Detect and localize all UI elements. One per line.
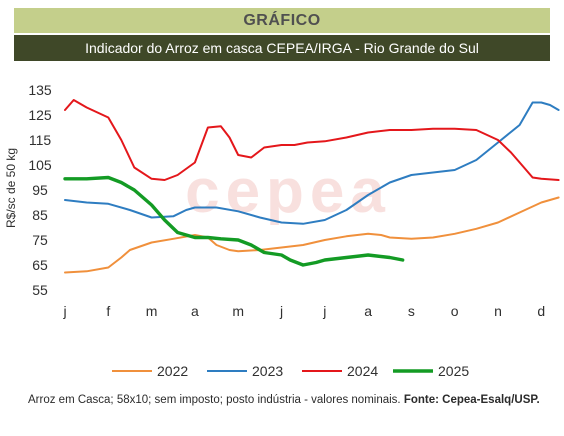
y-tick-label: 115 xyxy=(29,132,52,148)
y-axis-label: R$/sc de 50 kg xyxy=(4,148,18,228)
watermark-logo: cepea xyxy=(185,157,391,226)
legend-label-2024: 2024 xyxy=(347,363,378,379)
x-tick-label: d xyxy=(537,303,545,319)
caption-source: Fonte: Cepea-Esalq/USP. xyxy=(403,394,540,406)
y-tick-label: 65 xyxy=(32,257,48,273)
x-tick-label: o xyxy=(451,303,459,319)
series-line-2025 xyxy=(63,175,405,267)
chart-title: Indicador do Arroz em casca CEPEA/IRGA -… xyxy=(85,40,479,56)
header-subtitle-bar: Indicador do Arroz em casca CEPEA/IRGA -… xyxy=(14,35,550,61)
chart-caption: Arroz em Casca; 58x10; sem imposto; post… xyxy=(28,392,548,408)
x-tick-label: f xyxy=(106,303,110,319)
x-tick-label: m xyxy=(232,303,244,319)
x-tick-label: s xyxy=(408,303,415,319)
legend-label-2023: 2023 xyxy=(252,363,283,379)
legend-label-2025: 2025 xyxy=(438,363,469,379)
series-line-2024 xyxy=(64,99,560,181)
x-tick-label: a xyxy=(191,303,199,319)
header-title-bar: GRÁFICO xyxy=(14,8,550,33)
y-tick-label: 95 xyxy=(32,182,48,198)
x-tick-label: n xyxy=(494,303,502,319)
y-tick-label: 125 xyxy=(28,107,52,123)
x-tick-label: a xyxy=(364,303,372,319)
y-tick-label: 55 xyxy=(32,282,48,298)
x-tick-label: j xyxy=(279,303,283,319)
y-tick-label: 105 xyxy=(28,157,52,173)
y-tick-label: 135 xyxy=(28,82,52,98)
x-tick-label: m xyxy=(146,303,158,319)
x-tick-label: j xyxy=(62,303,66,319)
series-line-2022 xyxy=(64,196,560,274)
legend: 2022 2023 2024 2025 xyxy=(112,363,469,379)
y-axis: 55 65 75 85 95 105 115 125 135 xyxy=(28,82,52,298)
series-line-2023 xyxy=(64,101,560,225)
y-tick-label: 75 xyxy=(32,232,48,248)
legend-label-2022: 2022 xyxy=(157,363,188,379)
header-title: GRÁFICO xyxy=(243,11,321,29)
y-tick-label: 85 xyxy=(32,207,48,223)
caption-text: Arroz em Casca; 58x10; sem imposto; post… xyxy=(28,394,401,406)
x-tick-label: j xyxy=(322,303,326,319)
plot-area xyxy=(63,99,560,274)
line-chart: cepea 55 65 75 85 95 105 115 125 135 j f m a m j j a s o n… xyxy=(4,82,560,379)
